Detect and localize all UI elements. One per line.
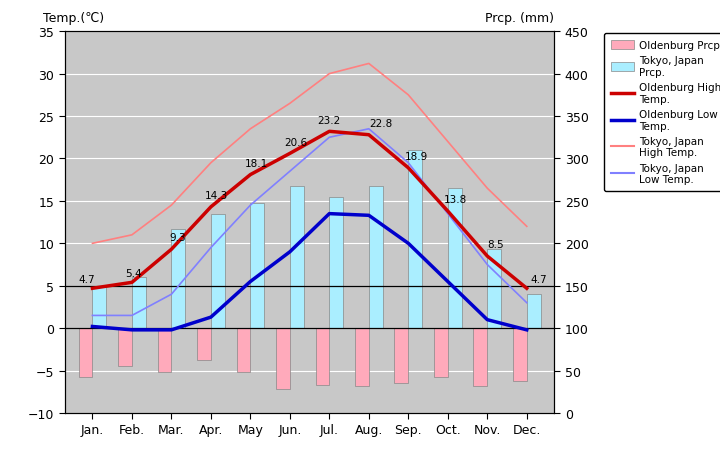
Text: 4.7: 4.7 xyxy=(531,274,547,285)
Text: 22.8: 22.8 xyxy=(369,119,392,129)
Bar xyxy=(132,278,145,329)
Bar xyxy=(408,151,422,329)
Bar xyxy=(211,214,225,329)
Bar xyxy=(434,329,448,377)
Bar xyxy=(197,329,211,360)
Text: 20.6: 20.6 xyxy=(284,137,307,147)
Text: 13.8: 13.8 xyxy=(444,195,467,205)
Text: 8.5: 8.5 xyxy=(487,240,503,250)
Text: 18.1: 18.1 xyxy=(245,158,268,168)
Bar xyxy=(92,288,107,329)
Bar xyxy=(474,329,487,386)
Text: 4.7: 4.7 xyxy=(78,274,95,285)
Bar xyxy=(395,329,408,383)
Bar xyxy=(237,329,251,372)
Bar xyxy=(329,198,343,329)
Bar xyxy=(78,329,92,377)
Bar xyxy=(315,329,329,385)
Bar xyxy=(355,329,369,386)
Bar xyxy=(513,329,527,381)
Text: 14.3: 14.3 xyxy=(205,190,228,201)
Bar xyxy=(527,295,541,329)
Bar xyxy=(158,329,171,372)
Bar xyxy=(369,186,382,329)
Text: 5.4: 5.4 xyxy=(125,269,143,279)
Text: Prcp. (mm): Prcp. (mm) xyxy=(485,11,554,24)
Text: 18.9: 18.9 xyxy=(405,151,428,162)
Bar xyxy=(448,189,462,329)
Bar xyxy=(487,250,501,329)
Bar xyxy=(290,186,304,329)
Bar xyxy=(251,204,264,329)
Legend: Oldenburg Prcp., Tokyo, Japan
Prcp., Oldenburg High
Temp., Oldenburg Low
Temp., : Oldenburg Prcp., Tokyo, Japan Prcp., Old… xyxy=(603,34,720,192)
Text: 9.3: 9.3 xyxy=(169,233,186,243)
Text: Temp.(℃): Temp.(℃) xyxy=(42,11,104,24)
Bar xyxy=(171,230,185,329)
Text: 23.2: 23.2 xyxy=(318,115,341,125)
Bar xyxy=(276,329,290,389)
Bar xyxy=(118,329,132,367)
